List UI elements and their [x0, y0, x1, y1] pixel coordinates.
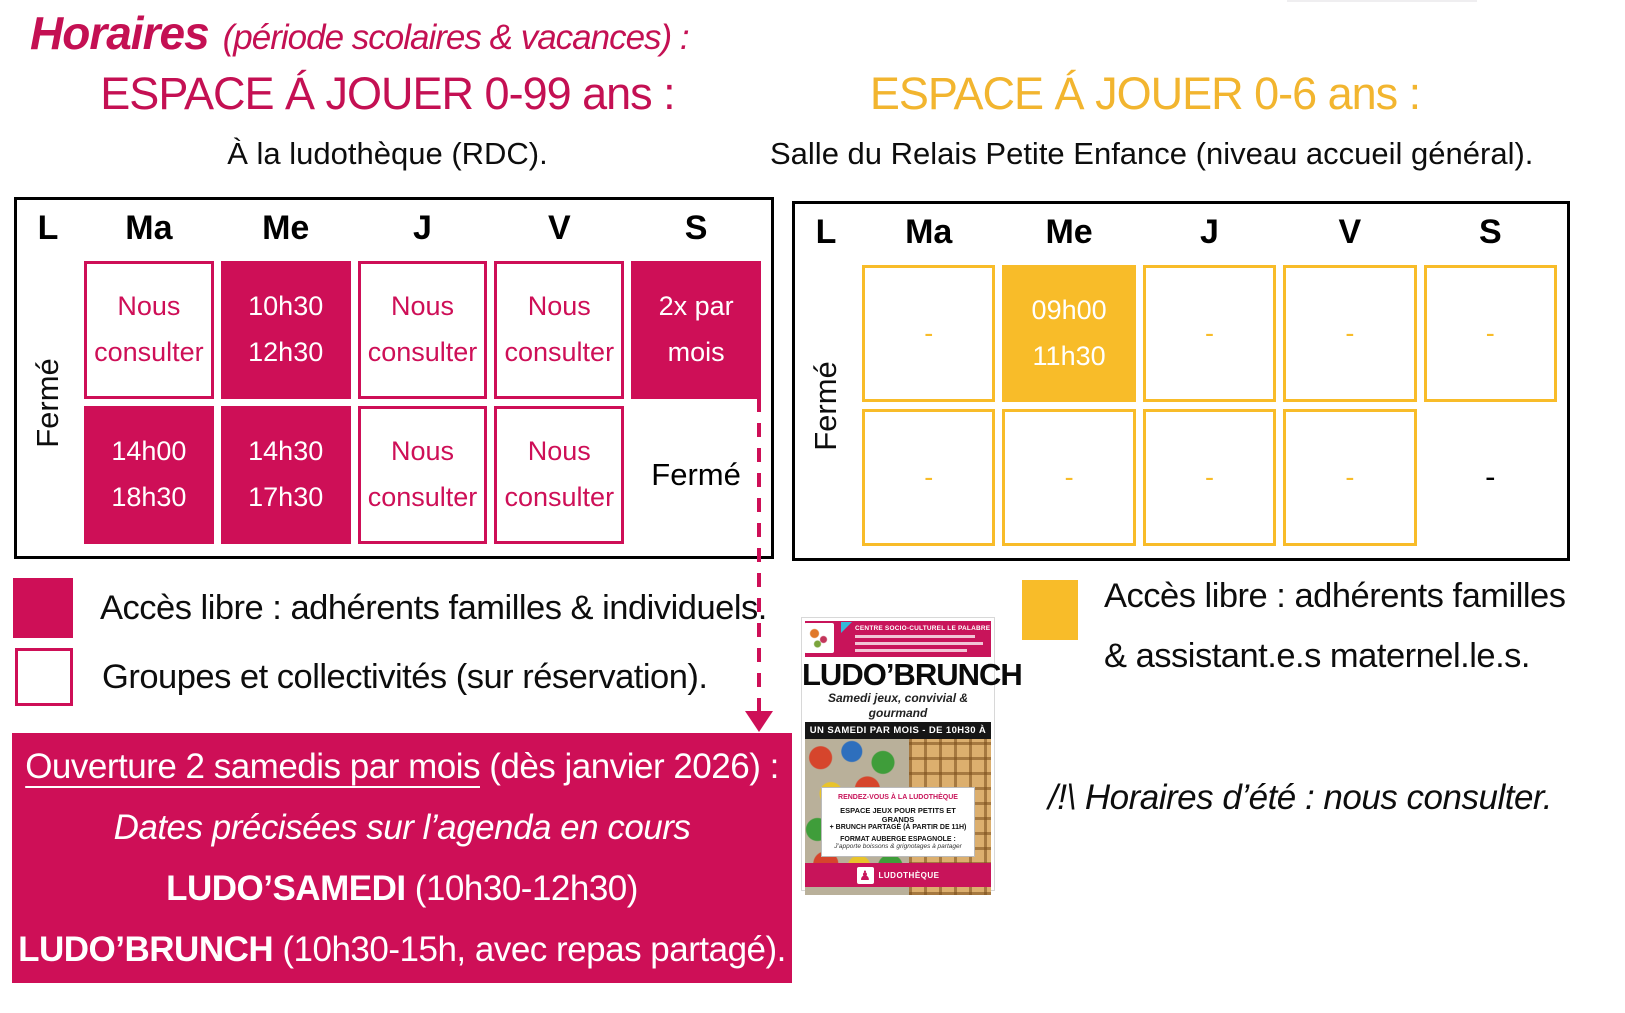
heading-space-0-6: ESPACE Á JOUER 0-6 ans :	[869, 68, 1421, 119]
day-header-ma: Ma	[125, 208, 173, 247]
title-main: Horaires	[30, 7, 210, 59]
poster-info-line5: J’apporte boissons & grignotages à parta…	[834, 842, 962, 850]
legend-0-6-line1: Accès libre : adhérents familles	[1104, 577, 1566, 615]
subheading-space-0-6: Salle du Relais Petite Enfance (niveau a…	[770, 136, 1534, 171]
day-header-l: L	[815, 212, 837, 251]
poster-info-line4: FORMAT AUBERGE ESPAGNOLE :	[840, 835, 956, 843]
poster-contact-line	[855, 649, 967, 652]
saturday-line1: Ouverture 2 samedis par mois (dès janvie…	[25, 747, 779, 786]
poster-photo: RENDEZ-VOUS À LA LUDOTHÈQUE ESPACE JEUX …	[805, 739, 991, 895]
schedule-cell-v-pm: -	[1283, 409, 1417, 546]
day-header-me: Me	[1045, 212, 1093, 251]
poster-tagline: Samedi jeux, convivial & gourmand	[827, 691, 969, 720]
schedule-cell-s-am: -	[1423, 265, 1557, 402]
schedule-cell-j-pm: Nous consulter	[357, 406, 488, 544]
schedule-cell-v-am: Nous consulter	[494, 261, 625, 399]
schedule-cell-me-pm: -	[1002, 409, 1136, 546]
poster-footer-label: LUDOTHÈQUE	[878, 870, 940, 880]
schedule-cell-s-pm: -	[1423, 409, 1557, 546]
poster-org-name: CENTRE SOCIO-CULTUREL LE PALABRE	[855, 625, 991, 632]
legend-open-access-0-6: Accès libre : adhérents familles & assis…	[1022, 577, 1566, 686]
day-header-v: V	[1338, 212, 1362, 251]
legend-groups: Groupes et collectivités (sur réservatio…	[15, 648, 708, 706]
day-header-j: J	[413, 208, 432, 247]
page-title: Horaires (période scolaires & vacances) …	[30, 6, 690, 60]
pink-outline-swatch	[15, 648, 73, 706]
palabre-logo-icon	[804, 623, 834, 653]
ludobrunch-poster: CENTRE SOCIO-CULTUREL LE PALABRE LUDO’BR…	[802, 618, 1023, 895]
schedule-cell-s-pm: Fermé	[631, 406, 761, 544]
schedule-cell-me-am: 09h00 11h30	[1002, 265, 1136, 402]
schedule-cell-me-am: 10h30 12h30	[220, 261, 351, 399]
day-header-s: S	[684, 208, 708, 247]
yellow-filled-swatch	[1022, 580, 1078, 640]
day-header-me: Me	[262, 208, 310, 247]
day-header-s: S	[1478, 212, 1502, 251]
legend-0-6-line2: & assistant.e.s maternel.le.s.	[1104, 637, 1531, 675]
poster-title: LUDO’BRUNCH	[802, 657, 1023, 692]
heading-space-0-99: ESPACE Á JOUER 0-99 ans :	[100, 68, 675, 119]
saturday-line4: LUDO’BRUNCH (10h30-15h, avec repas parta…	[18, 930, 786, 969]
summer-hours-note: /!\ Horaires d’été : nous consulter.	[1047, 778, 1553, 817]
schedule-cell-ma-pm: -	[862, 409, 996, 546]
dashed-arrow-head-icon	[745, 711, 773, 732]
poster-contact-line	[855, 642, 983, 645]
schedule-cell-ma-am: -	[862, 265, 996, 402]
poster-header-band: CENTRE SOCIO-CULTUREL LE PALABRE	[804, 621, 991, 657]
title-suffix: (période scolaires & vacances) :	[222, 18, 690, 57]
schedule-cell-me-pm: 14h30 17h30	[220, 406, 351, 544]
schedule-cell-ma-am: Nous consulter	[84, 261, 214, 399]
dashed-arrow-line	[757, 398, 761, 712]
poster-contact-line	[855, 635, 975, 638]
schedule-cell-v-am: -	[1283, 265, 1417, 402]
cyan-triangle-icon	[841, 622, 852, 633]
saturday-line2: Dates précisées sur l’agenda en cours	[113, 808, 691, 847]
schedule-cell-j-pm: -	[1142, 409, 1277, 546]
poster-info-line2: ESPACE JEUX POUR PETITS ET GRANDS	[840, 805, 956, 824]
schedule-cell-j-am: Nous consulter	[357, 261, 488, 399]
schedule-cell-ma-pm: 14h00 18h30	[84, 406, 214, 544]
schedule-table-0-99: L Ma Me J V S Fermé Nous consulter 10h30…	[14, 197, 774, 559]
poster-info-line1: RENDEZ-VOUS À LA LUDOTHÈQUE	[838, 793, 958, 801]
poster-footer-band: ♟ LUDOTHÈQUE	[805, 863, 991, 887]
schedule-table-0-6: L Ma Me J V S Fermé - 09h00 11h30 - - - …	[792, 201, 1570, 561]
schedule-cell-v-pm: Nous consulter	[494, 406, 625, 544]
monday-closed-label: Fermé	[30, 357, 66, 448]
poster-info-line3: + BRUNCH PARTAGÉ (À PARTIR DE 11H)	[829, 823, 967, 831]
saturday-line3: LUDO’SAMEDI (10h30-12h30)	[166, 869, 638, 908]
schedule-cell-j-am: -	[1142, 265, 1277, 402]
monday-closed-label: Fermé	[808, 360, 844, 451]
schedule-cell-s-am: 2x par mois	[631, 261, 761, 399]
legend-open-access: Accès libre : adhérents familles & indiv…	[13, 578, 767, 638]
subheading-space-0-99: À la ludothèque (RDC).	[227, 136, 548, 171]
day-header-j: J	[1200, 212, 1219, 251]
pawn-icon: ♟	[856, 866, 874, 884]
legend-groups-label: Groupes et collectivités (sur réservatio…	[102, 657, 708, 696]
day-header-v: V	[547, 208, 571, 247]
poster-banner: UN SAMEDI PAR MOIS - DE 10H30 À 15H	[805, 722, 991, 753]
legend-open-access-label: Accès libre : adhérents familles & indiv…	[100, 588, 767, 627]
poster-info-box: RENDEZ-VOUS À LA LUDOTHÈQUE ESPACE JEUX …	[821, 786, 975, 857]
day-header-ma: Ma	[905, 212, 953, 251]
pink-filled-swatch	[13, 578, 73, 638]
scan-edge-artifact	[1287, 0, 1477, 2]
day-header-l: L	[37, 208, 59, 247]
saturday-opening-block: Ouverture 2 samedis par mois (dès janvie…	[12, 733, 792, 983]
